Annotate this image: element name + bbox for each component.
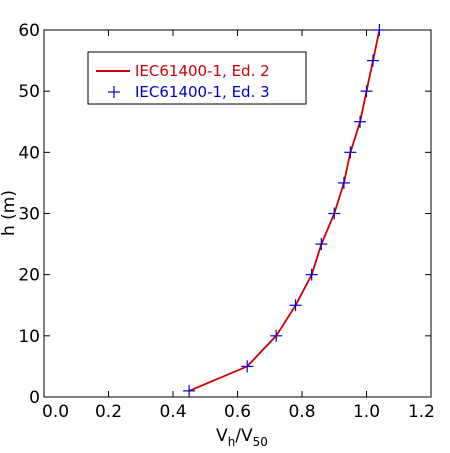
legend-label-ed3: IEC61400-1, Ed. 3: [135, 83, 270, 101]
y-tick-label: 10: [18, 327, 40, 347]
y-tick-label: 20: [18, 266, 40, 286]
data-point-marker: [305, 268, 318, 281]
data-point-marker: [337, 176, 350, 189]
data-point-marker: [241, 360, 254, 373]
y-tick-label: 60: [18, 21, 40, 41]
y-tick-label: 30: [18, 205, 40, 225]
x-axis-title-sub2: 50: [253, 435, 268, 449]
data-point-marker: [328, 207, 341, 220]
x-tick-label: 0.0: [42, 402, 69, 422]
y-tick-label: 0: [29, 388, 40, 408]
data-marks: [183, 24, 386, 397]
x-axis-title-main: V: [216, 426, 228, 446]
legend-box: [87, 51, 307, 105]
x-tick-label: 0.6: [224, 402, 251, 422]
y-tick-label: 50: [18, 82, 40, 102]
data-point-marker: [366, 54, 379, 67]
legend-label-ed2: IEC61400-1, Ed. 2: [135, 62, 270, 80]
data-point-marker: [315, 238, 328, 251]
x-axis-title-sep: /V: [235, 426, 253, 446]
data-point-marker: [373, 24, 386, 36]
data-point-marker: [289, 299, 302, 312]
y-axis-ticks: 0 10 20 30 40 50 60: [18, 21, 431, 408]
x-tick-label: 0.4: [159, 402, 186, 422]
x-tick-label: 0.8: [288, 402, 315, 422]
legend: IEC61400-1, Ed. 2 IEC61400-1, Ed. 3: [87, 51, 307, 105]
x-tick-label: 1.0: [353, 402, 380, 422]
data-point-marker: [183, 384, 196, 397]
data-point-marker: [344, 146, 357, 159]
data-point-marker: [360, 85, 373, 98]
x-tick-label: 0.2: [95, 402, 122, 422]
x-tick-label: 1.2: [408, 402, 435, 422]
data-point-marker: [354, 115, 367, 128]
x-axis-ticks: 0.0 0.2 0.4 0.6 0.8 1.0 1.2: [42, 30, 435, 422]
y-axis-title: h (m): [0, 190, 19, 236]
y-tick-label: 40: [18, 143, 40, 163]
x-axis-title: Vh/V50: [216, 426, 268, 449]
x-axis-title-sub1: h: [228, 435, 236, 449]
data-point-marker: [270, 329, 283, 342]
